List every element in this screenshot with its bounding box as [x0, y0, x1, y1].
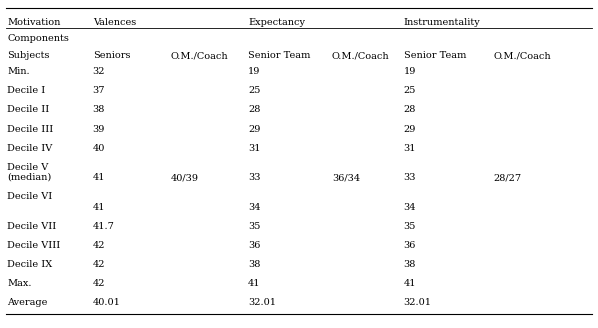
- Text: 25: 25: [404, 87, 416, 95]
- Text: 29: 29: [404, 125, 416, 133]
- Text: 28/27: 28/27: [493, 173, 521, 182]
- Text: 34: 34: [248, 202, 261, 212]
- Text: Decile III: Decile III: [7, 125, 53, 133]
- Text: 40: 40: [93, 144, 105, 153]
- Text: O.M./Coach: O.M./Coach: [170, 51, 228, 60]
- Text: Senior Team: Senior Team: [404, 51, 466, 60]
- Text: 33: 33: [404, 173, 416, 182]
- Text: Motivation: Motivation: [7, 18, 60, 27]
- Text: Decile IV: Decile IV: [7, 144, 53, 153]
- Text: Min.: Min.: [7, 68, 30, 76]
- Text: 42: 42: [93, 278, 105, 288]
- Text: 34: 34: [404, 202, 416, 212]
- Text: Decile V: Decile V: [7, 163, 48, 172]
- Text: Seniors: Seniors: [93, 51, 130, 60]
- Text: 36/34: 36/34: [332, 173, 360, 182]
- Text: 28: 28: [248, 106, 261, 114]
- Text: 28: 28: [404, 106, 416, 114]
- Text: 42: 42: [93, 240, 105, 250]
- Text: 19: 19: [248, 68, 261, 76]
- Text: 31: 31: [404, 144, 416, 153]
- Text: 35: 35: [404, 221, 416, 231]
- Text: Max.: Max.: [7, 278, 32, 288]
- Text: (median): (median): [7, 173, 51, 182]
- Text: 32.01: 32.01: [248, 297, 276, 307]
- Text: 32.01: 32.01: [404, 297, 432, 307]
- Text: 37: 37: [93, 87, 105, 95]
- Text: 36: 36: [404, 240, 416, 250]
- Text: 41: 41: [404, 278, 416, 288]
- Text: 36: 36: [248, 240, 261, 250]
- Text: Instrumentality: Instrumentality: [404, 18, 480, 27]
- Text: 29: 29: [248, 125, 261, 133]
- Text: 38: 38: [248, 259, 261, 269]
- Text: Valences: Valences: [93, 18, 136, 27]
- Text: Senior Team: Senior Team: [248, 51, 310, 60]
- Text: Average: Average: [7, 297, 48, 307]
- Text: Decile I: Decile I: [7, 87, 45, 95]
- Text: 41: 41: [248, 278, 261, 288]
- Text: 19: 19: [404, 68, 416, 76]
- Text: Expectancy: Expectancy: [248, 18, 305, 27]
- Text: Decile VIII: Decile VIII: [7, 240, 60, 250]
- Text: 32: 32: [93, 68, 105, 76]
- Text: 40.01: 40.01: [93, 297, 121, 307]
- Text: Decile VI: Decile VI: [7, 192, 53, 201]
- Text: Components: Components: [7, 34, 69, 43]
- Text: 31: 31: [248, 144, 261, 153]
- Text: 25: 25: [248, 87, 261, 95]
- Text: 35: 35: [248, 221, 261, 231]
- Text: Decile VII: Decile VII: [7, 221, 56, 231]
- Text: O.M./Coach: O.M./Coach: [332, 51, 389, 60]
- Text: 41.7: 41.7: [93, 221, 115, 231]
- Text: 38: 38: [93, 106, 105, 114]
- Text: 39: 39: [93, 125, 105, 133]
- Text: 41: 41: [93, 173, 105, 182]
- Text: 42: 42: [93, 259, 105, 269]
- Text: 38: 38: [404, 259, 416, 269]
- Text: 33: 33: [248, 173, 261, 182]
- Text: 40/39: 40/39: [170, 173, 199, 182]
- Text: 41: 41: [93, 202, 105, 212]
- Text: O.M./Coach: O.M./Coach: [493, 51, 551, 60]
- Text: Decile II: Decile II: [7, 106, 50, 114]
- Text: Subjects: Subjects: [7, 51, 50, 60]
- Text: Decile IX: Decile IX: [7, 259, 53, 269]
